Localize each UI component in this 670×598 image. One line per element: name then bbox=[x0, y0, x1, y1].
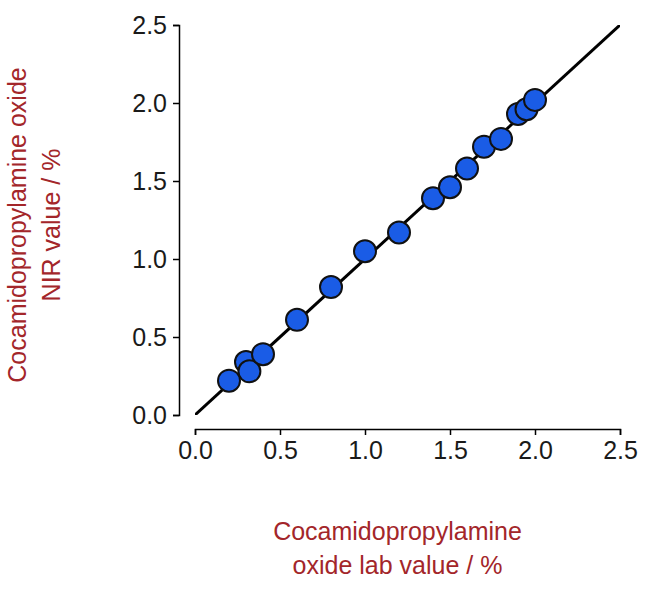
data-point bbox=[439, 176, 461, 198]
tick-mark bbox=[173, 25, 179, 27]
tick: 1.5 bbox=[132, 167, 179, 195]
tick-label: 0.5 bbox=[263, 436, 298, 464]
tick-mark bbox=[280, 429, 282, 435]
tick-label: 0.0 bbox=[132, 401, 167, 429]
data-point bbox=[490, 128, 512, 150]
tick-mark bbox=[173, 337, 179, 339]
data-point bbox=[252, 343, 274, 365]
tick-mark bbox=[620, 429, 622, 435]
tick: 2.0 bbox=[518, 429, 553, 464]
y-axis-title: NIR value / % bbox=[37, 149, 65, 302]
y-axis-title: Cocamidopropylamine oxide bbox=[3, 67, 31, 382]
tick-label: 2.5 bbox=[132, 11, 167, 39]
tick-mark bbox=[365, 429, 367, 435]
tick-mark bbox=[450, 429, 452, 435]
tick-label: 0.0 bbox=[178, 436, 213, 464]
tick-label: 2.5 bbox=[603, 436, 638, 464]
data-point bbox=[286, 309, 308, 331]
tick: 2.0 bbox=[132, 89, 179, 117]
fit-line bbox=[195, 25, 620, 415]
tick-label: 1.5 bbox=[132, 167, 167, 195]
tick-label: 1.5 bbox=[433, 436, 468, 464]
tick: 0.0 bbox=[178, 429, 213, 464]
tick: 1.0 bbox=[132, 245, 179, 273]
x-axis-title: Cocamidopropylamine bbox=[273, 517, 522, 545]
data-point bbox=[320, 276, 342, 298]
tick: 2.5 bbox=[132, 11, 179, 39]
tick-label: 2.0 bbox=[132, 89, 167, 117]
tick: 0.0 bbox=[132, 401, 179, 429]
tick-mark bbox=[173, 415, 179, 417]
tick: 0.5 bbox=[263, 429, 298, 464]
tick-label: 1.0 bbox=[132, 245, 167, 273]
data-point bbox=[456, 158, 478, 180]
tick-label: 0.5 bbox=[132, 323, 167, 351]
chart: 0.0 0.5 1.0 1.5 2.0 2.5 0.0 0.5 1.0 1.5 2.0 2.5 Coca… bbox=[0, 0, 670, 598]
data-point bbox=[388, 221, 410, 243]
axis-line bbox=[173, 26, 180, 416]
x-axis: 0.0 0.5 1.0 1.5 2.0 2.5 bbox=[178, 429, 638, 464]
tick-mark bbox=[535, 429, 537, 435]
data-point bbox=[218, 370, 240, 392]
tick-label: 1.0 bbox=[348, 436, 383, 464]
plot-area bbox=[195, 25, 620, 415]
data-point bbox=[524, 89, 546, 111]
tick-mark bbox=[195, 429, 197, 435]
tick: 1.5 bbox=[433, 429, 468, 464]
tick: 0.5 bbox=[132, 323, 179, 351]
tick-mark bbox=[173, 181, 179, 183]
y-axis: 0.0 0.5 1.0 1.5 2.0 2.5 bbox=[132, 11, 179, 429]
tick-mark bbox=[173, 259, 179, 261]
x-axis-title: oxide lab value / % bbox=[293, 551, 503, 579]
tick: 2.5 bbox=[603, 429, 638, 464]
tick-mark bbox=[173, 103, 179, 105]
tick: 1.0 bbox=[348, 429, 383, 464]
data-point bbox=[354, 240, 376, 262]
tick-label: 2.0 bbox=[518, 436, 553, 464]
axis-line bbox=[196, 430, 621, 436]
